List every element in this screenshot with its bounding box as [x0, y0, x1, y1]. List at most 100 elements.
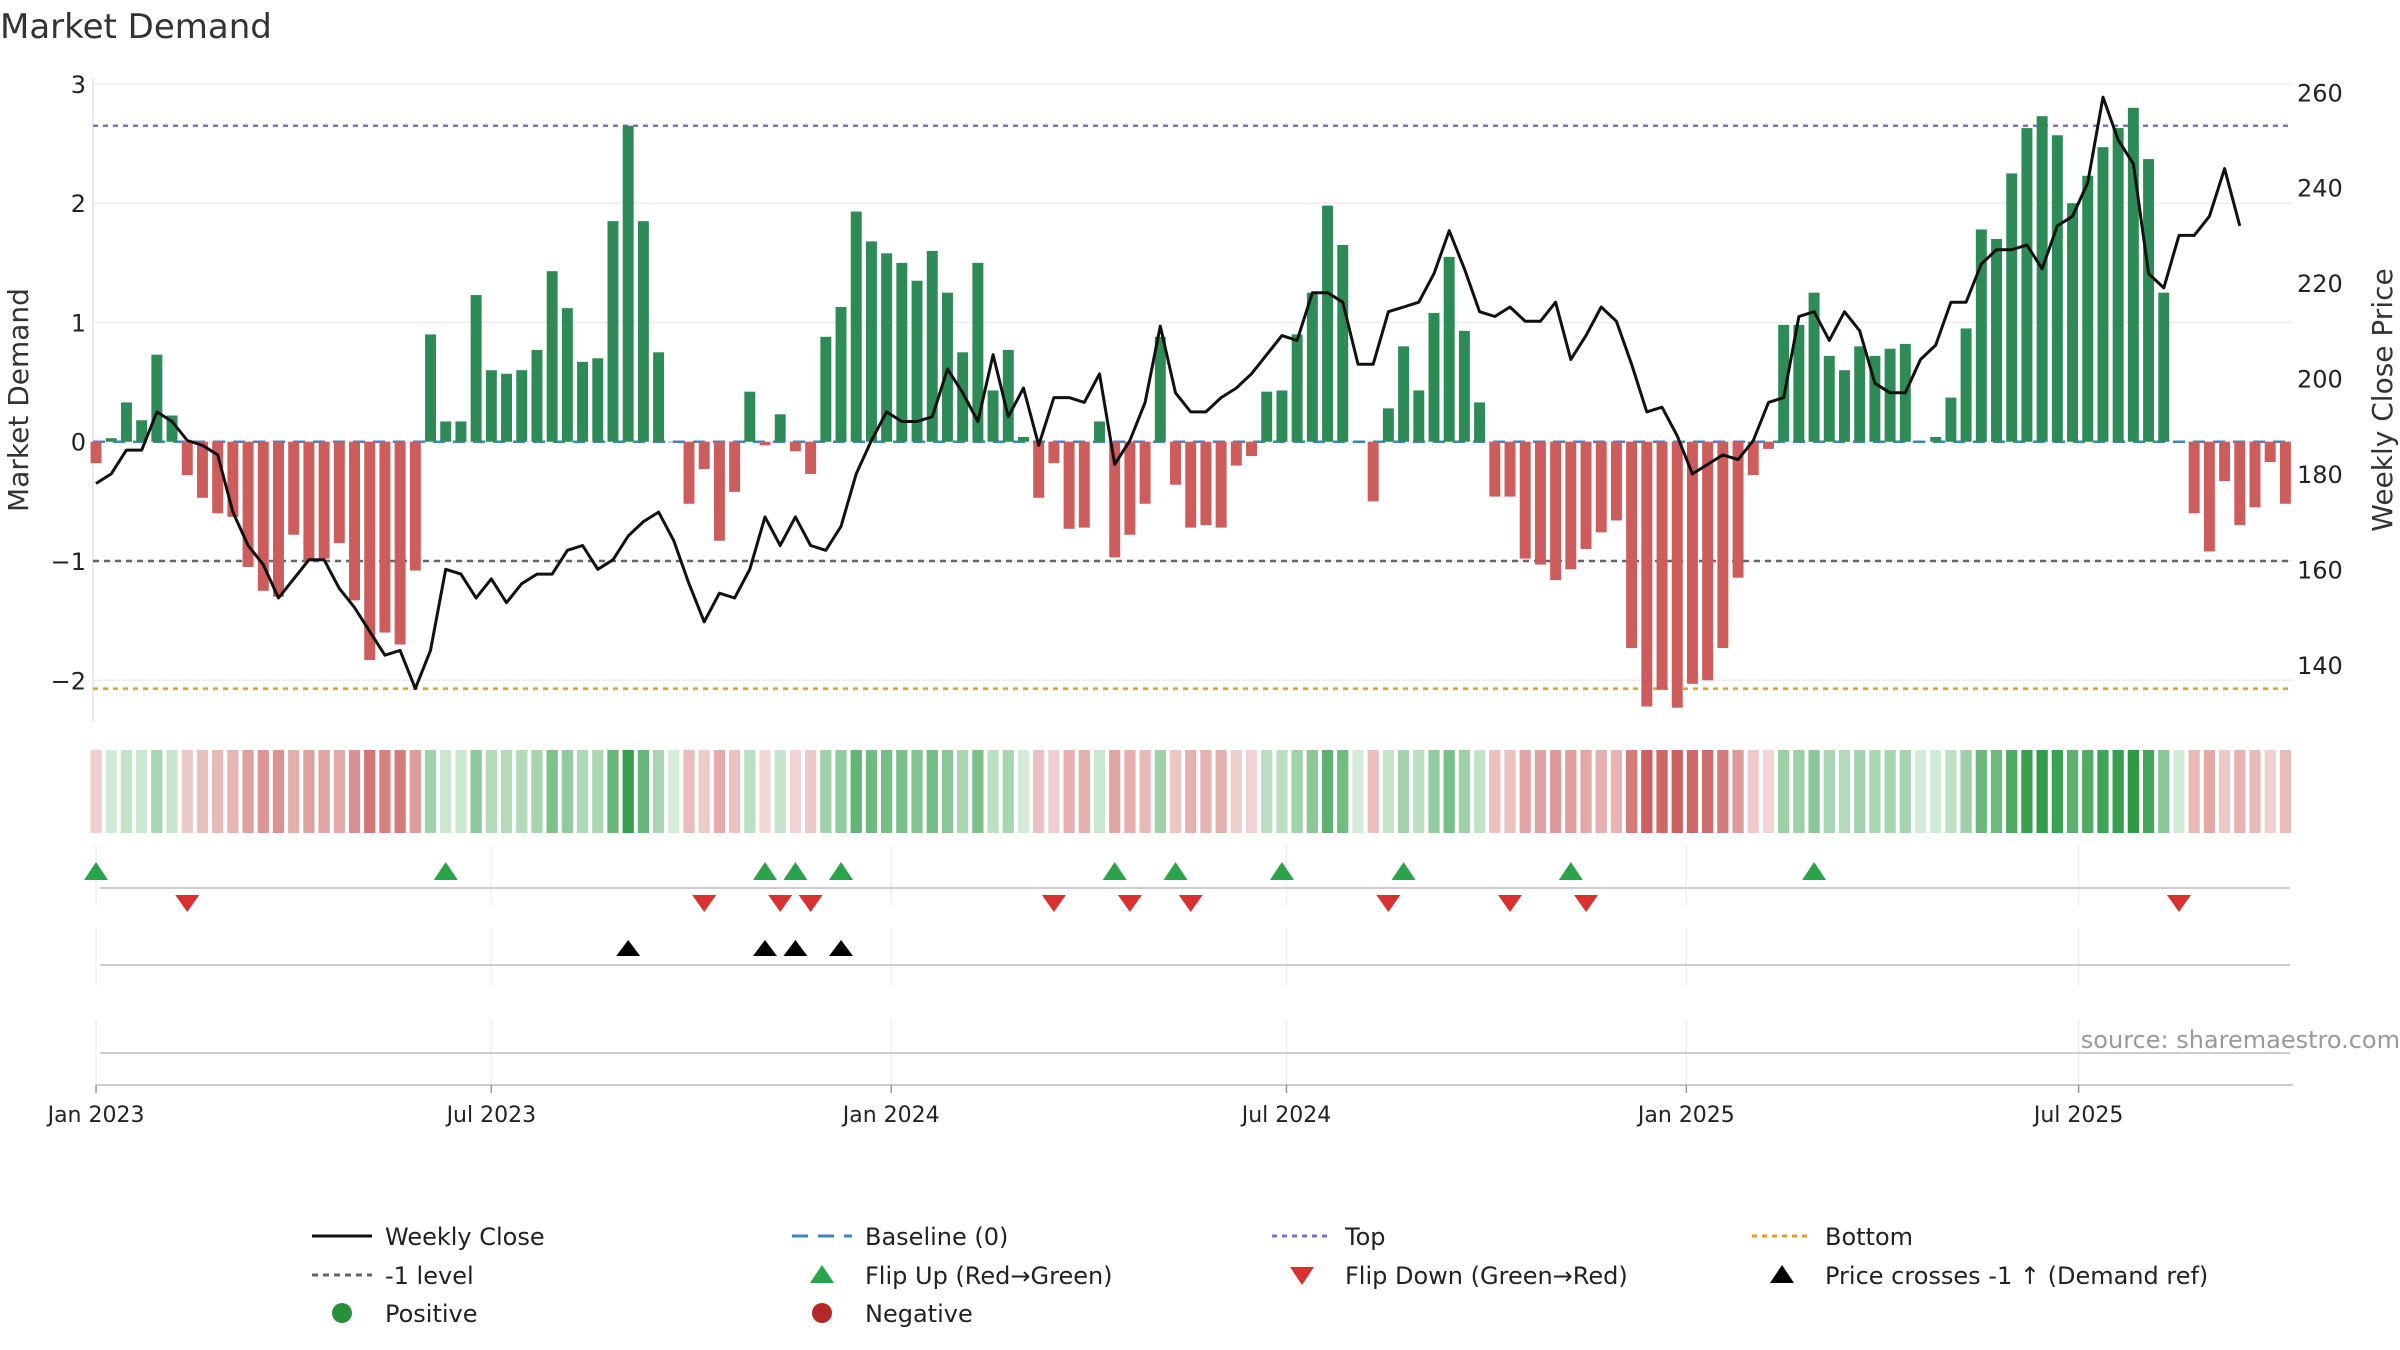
demand-bar — [1094, 421, 1105, 442]
left-tick-label: 3 — [71, 71, 86, 99]
legend-swatch — [1290, 1267, 1314, 1285]
strip-cell — [1702, 750, 1714, 833]
source-attribution: source: sharemaestro.com — [2081, 1026, 2400, 1054]
demand-bar — [2143, 159, 2155, 442]
strip-cell — [1017, 750, 1030, 833]
strip-cell — [1382, 750, 1394, 833]
strip-cell — [1048, 750, 1060, 833]
price-cross-marker — [616, 940, 641, 956]
strip-cell — [576, 750, 589, 833]
strip-cell — [1397, 750, 1410, 833]
demand-bar — [1732, 441, 1744, 578]
strip-cell — [957, 750, 969, 833]
flip-up-marker — [1802, 862, 1827, 880]
demand-bar — [805, 441, 817, 474]
strip-cell — [881, 750, 893, 833]
flip-up-marker — [753, 862, 778, 880]
demand-bar — [1504, 441, 1516, 497]
strip-cell — [2249, 750, 2261, 833]
right-tick-label: 240 — [2297, 175, 2343, 203]
demand-bar — [318, 441, 330, 559]
demand-bar — [288, 441, 300, 535]
strip-cell — [227, 750, 239, 833]
strip-cell — [1291, 750, 1303, 833]
strip-cell — [668, 750, 680, 833]
strip-cell — [1838, 750, 1851, 833]
strip-cell — [1641, 750, 1653, 833]
strip-cell — [1808, 750, 1820, 833]
left-axis-label: Market Demand — [2, 288, 35, 512]
strip-cell — [136, 750, 148, 833]
demand-bar — [1124, 441, 1136, 535]
demand-bar — [1793, 324, 1805, 442]
demand-bar — [1337, 244, 1349, 442]
demand-bar — [622, 125, 634, 442]
strip-cell — [1063, 750, 1075, 833]
strip-cell — [379, 750, 391, 833]
strip-cell — [744, 750, 756, 833]
demand-bar — [1018, 436, 1029, 442]
demand-bar — [1808, 292, 1820, 442]
legend-item-price-cross: Price crosses -1 ↑ (Demand ref) — [1770, 1262, 2208, 1290]
strip-cell — [2142, 750, 2155, 833]
legend: Weekly Close Baseline (0) Top Bottom -1 leve… — [312, 1223, 2208, 1328]
strip-cell — [1869, 750, 1881, 833]
strip-cell — [2097, 750, 2109, 833]
demand-bar — [653, 352, 665, 442]
strip-cell — [288, 750, 300, 833]
legend-item-flip-up: Flip Up (Red→Green) — [810, 1262, 1113, 1290]
strip-cell — [2066, 750, 2079, 833]
strip-cell — [896, 750, 908, 833]
demand-bar — [1291, 334, 1303, 442]
demand-bar — [1960, 328, 1972, 442]
demand-bar — [1322, 205, 1334, 442]
strip-cell — [455, 750, 467, 833]
strip-cell — [531, 750, 543, 833]
chart-title: Market Demand — [0, 7, 272, 47]
strip-cell — [1169, 750, 1182, 833]
strip-cell — [835, 750, 847, 833]
right-axis-label: Weekly Close Price — [2366, 268, 2399, 531]
flip-down-marker — [1178, 895, 1203, 912]
demand-bar — [273, 441, 284, 597]
demand-bar — [896, 262, 908, 442]
strip-cell — [713, 750, 726, 833]
strip-cell — [850, 750, 862, 833]
demand-bar — [941, 292, 953, 442]
strip-cell — [1185, 750, 1197, 833]
legend-label: Negative — [865, 1300, 973, 1328]
strip-cell — [120, 750, 133, 833]
strip-cell — [1778, 750, 1790, 833]
demand-bar — [713, 441, 725, 541]
demand-bar — [957, 352, 969, 442]
right-tick-label: 160 — [2297, 556, 2343, 584]
strip-cell — [1154, 750, 1166, 833]
demand-bar — [881, 253, 893, 442]
strip-cell — [303, 750, 315, 833]
strip-cell — [166, 750, 178, 833]
strip-cell — [2279, 750, 2292, 833]
flip-up-marker — [1269, 862, 1294, 880]
strip-cell — [2127, 750, 2139, 833]
demand-bar — [2127, 107, 2139, 442]
date-tick-label: Jan 2023 — [46, 1103, 145, 1128]
demand-bar — [561, 308, 573, 442]
demand-bar — [1170, 441, 1181, 485]
legend-item-weekly-close: Weekly Close — [312, 1223, 545, 1251]
strip-cell — [1610, 750, 1623, 833]
demand-bar — [1382, 408, 1394, 442]
strip-cell — [242, 750, 254, 833]
demand-bar — [1610, 441, 1622, 521]
flip-down-marker — [1376, 895, 1401, 912]
strip-cell — [1230, 750, 1242, 833]
demand-bar — [546, 271, 558, 442]
right-tick-label: 200 — [2297, 366, 2343, 394]
demand-bar — [729, 441, 741, 492]
demand-bar — [1489, 441, 1501, 497]
strip-cell — [1762, 750, 1775, 833]
demand-bar — [1413, 390, 1425, 442]
demand-bar — [2036, 116, 2048, 442]
legend-item-baseline: Baseline (0) — [792, 1223, 1008, 1251]
demand-bar — [151, 354, 163, 442]
strip-cell — [698, 750, 710, 833]
